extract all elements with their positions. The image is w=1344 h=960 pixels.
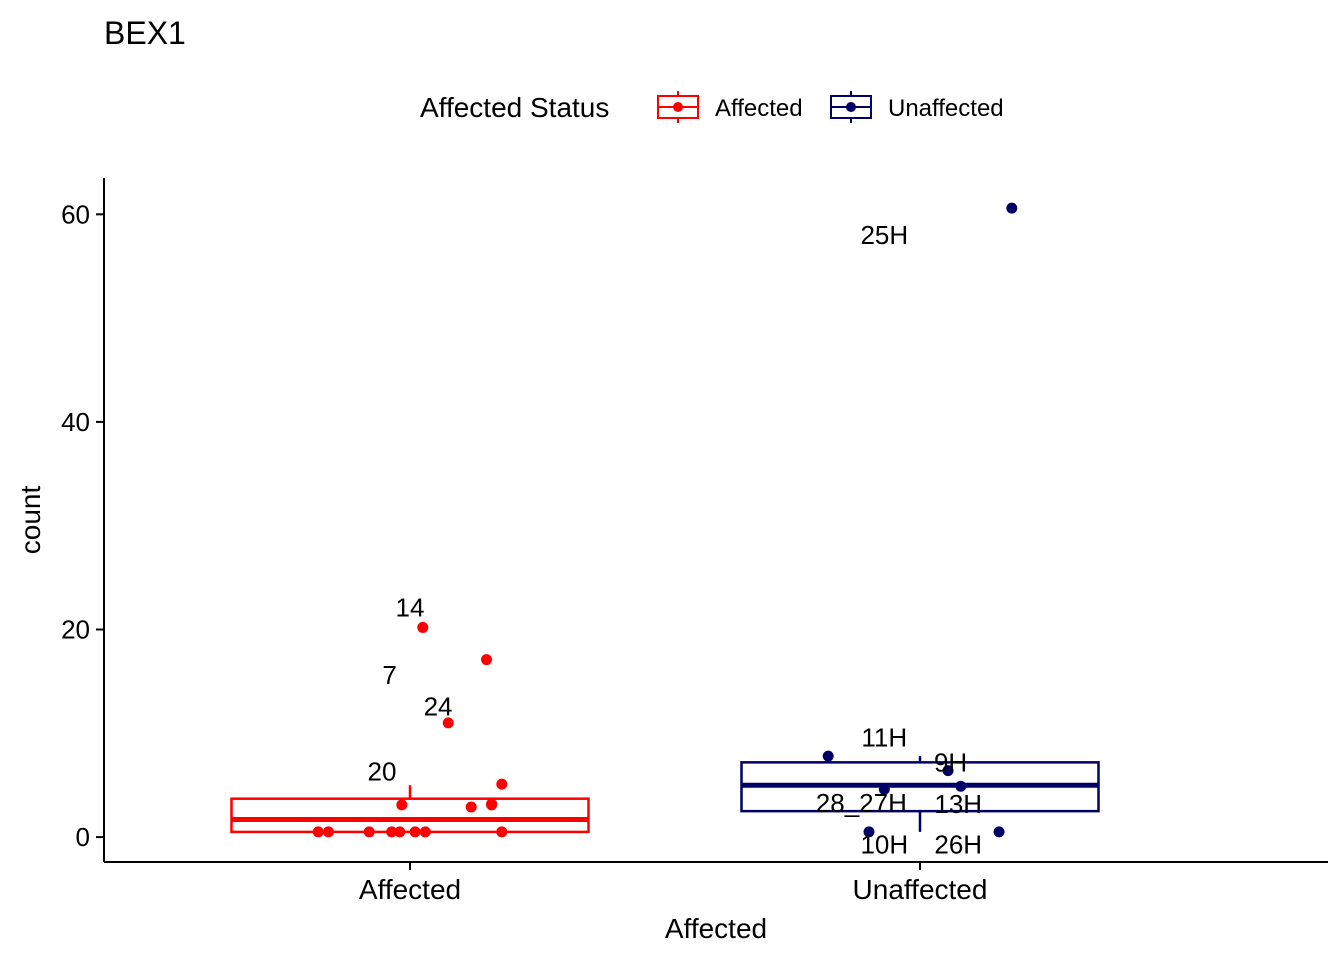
y-tick-label: 0	[76, 822, 90, 852]
point-affected	[496, 826, 508, 838]
point-affected	[322, 826, 334, 838]
legend-item-affected: Affected	[657, 91, 803, 123]
point-label-28-27h: 28_27H	[816, 788, 907, 818]
point-affected	[363, 826, 375, 838]
x-tick-label-affected: Affected	[359, 874, 461, 905]
legend-label-affected: Affected	[715, 95, 803, 122]
y-tick-label: 20	[61, 615, 90, 645]
point-label-10h: 10H	[860, 829, 908, 859]
box-affected	[230, 785, 590, 834]
point-affected	[419, 826, 431, 838]
point-affected	[465, 801, 477, 813]
point-unaffected	[863, 826, 875, 838]
point-unaffected	[993, 826, 1005, 838]
point-label-7: 7	[382, 660, 396, 690]
legend-key-point	[846, 102, 856, 112]
legend-label-unaffected: Unaffected	[888, 95, 1004, 122]
box-unaffected	[740, 756, 1100, 832]
point-unaffected	[942, 765, 954, 777]
axes: 0 20 40 60 Affected Unaffected	[61, 178, 1328, 905]
point-affected	[496, 778, 508, 790]
point-affected	[417, 621, 429, 633]
x-axis-title: Affected	[665, 913, 767, 944]
x-tick-label-unaffected: Unaffected	[853, 874, 988, 905]
point-label-24: 24	[424, 691, 453, 721]
point-labels: 14 7 24 20 25H 11H 9H 28_27H 13H 10H 26H	[367, 220, 982, 859]
point-unaffected	[1006, 202, 1018, 214]
legend: Affected Status Affected Unaffected	[420, 91, 1004, 123]
point-label-9h: 9H	[934, 747, 967, 777]
point-unaffected	[955, 780, 967, 792]
y-tick-label: 60	[61, 199, 90, 229]
point-affected	[442, 717, 454, 729]
point-label-13h: 13H	[934, 789, 982, 819]
point-affected	[409, 826, 421, 838]
chart-title: BEX1	[104, 15, 186, 51]
point-label-20: 20	[367, 757, 396, 787]
box-iqr	[230, 797, 590, 834]
point-label-26h: 26H	[934, 829, 982, 859]
point-unaffected	[878, 783, 890, 795]
point-unaffected	[822, 750, 834, 762]
point-label-14: 14	[396, 593, 425, 623]
data-points	[312, 202, 1018, 838]
point-affected	[394, 826, 406, 838]
point-label-25h: 25H	[860, 220, 908, 250]
y-tick-label: 40	[61, 407, 90, 437]
legend-title: Affected Status	[420, 92, 609, 123]
point-affected	[486, 798, 498, 810]
y-axis-title: count	[15, 486, 46, 555]
point-affected	[481, 654, 492, 666]
legend-item-unaffected: Unaffected	[830, 91, 1004, 123]
point-label-11h: 11H	[861, 722, 907, 752]
point-affected	[396, 799, 408, 811]
legend-key-point	[673, 102, 683, 112]
point-affected	[312, 826, 324, 838]
point-affected	[386, 826, 398, 838]
